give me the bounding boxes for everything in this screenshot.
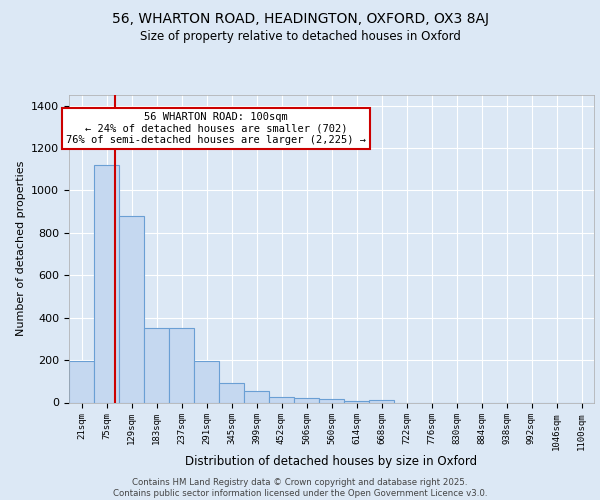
- Bar: [319, 400, 344, 402]
- Bar: [369, 400, 394, 402]
- Bar: [194, 361, 219, 403]
- Bar: [69, 361, 94, 403]
- Bar: [144, 328, 169, 402]
- Text: 56 WHARTON ROAD: 100sqm
← 24% of detached houses are smaller (702)
76% of semi-d: 56 WHARTON ROAD: 100sqm ← 24% of detache…: [66, 112, 366, 145]
- Text: Contains HM Land Registry data © Crown copyright and database right 2025.
Contai: Contains HM Land Registry data © Crown c…: [113, 478, 487, 498]
- Text: 56, WHARTON ROAD, HEADINGTON, OXFORD, OX3 8AJ: 56, WHARTON ROAD, HEADINGTON, OXFORD, OX…: [112, 12, 488, 26]
- Bar: [94, 165, 119, 402]
- Bar: [294, 398, 319, 402]
- X-axis label: Distribution of detached houses by size in Oxford: Distribution of detached houses by size …: [185, 456, 478, 468]
- Bar: [169, 328, 194, 402]
- Bar: [269, 397, 294, 402]
- Bar: [119, 216, 144, 402]
- Y-axis label: Number of detached properties: Number of detached properties: [16, 161, 26, 336]
- Text: Size of property relative to detached houses in Oxford: Size of property relative to detached ho…: [140, 30, 460, 43]
- Bar: [244, 391, 269, 402]
- Bar: [219, 384, 244, 402]
